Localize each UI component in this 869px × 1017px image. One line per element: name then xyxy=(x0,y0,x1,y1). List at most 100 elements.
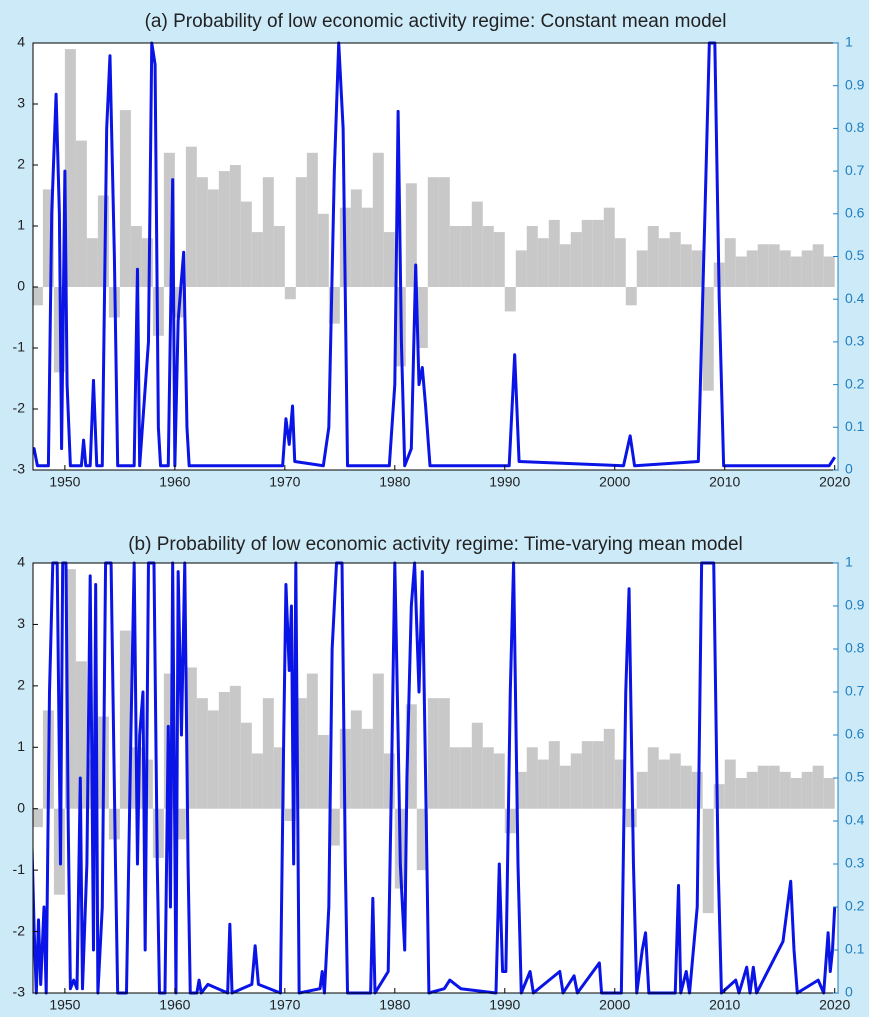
bar xyxy=(493,232,505,287)
bar xyxy=(119,110,131,287)
bar xyxy=(570,753,582,809)
bar xyxy=(735,778,747,809)
bar xyxy=(603,207,615,287)
bar xyxy=(306,673,318,809)
y2-tick-label: 0.1 xyxy=(845,418,865,434)
x-tick-label: 2000 xyxy=(599,474,630,490)
bar xyxy=(603,728,615,809)
bar xyxy=(537,238,549,287)
x-tick-label: 2010 xyxy=(709,474,740,490)
bar xyxy=(185,146,197,287)
y2-tick-label: 0.1 xyxy=(845,941,865,957)
bar xyxy=(141,238,153,287)
bar xyxy=(33,287,43,306)
y2-tick-label: 0.8 xyxy=(845,640,865,656)
bar xyxy=(372,673,384,809)
x-tick-label: 1990 xyxy=(489,474,520,490)
bar xyxy=(801,250,813,287)
bar xyxy=(262,698,274,809)
panel: (b) Probability of low economic activity… xyxy=(13,534,865,1013)
bar xyxy=(262,177,274,287)
bar xyxy=(515,771,527,809)
bar xyxy=(306,152,318,287)
bar xyxy=(174,808,186,840)
bar xyxy=(163,152,175,287)
bar xyxy=(691,250,703,287)
bar xyxy=(647,747,659,809)
chart-title: (a) Probability of low economic activity… xyxy=(145,11,727,32)
y-tick-label: -1 xyxy=(13,861,26,877)
x-tick-label: 2010 xyxy=(709,997,740,1013)
bar xyxy=(592,741,604,809)
bar xyxy=(669,232,681,287)
bar xyxy=(779,771,791,809)
bar xyxy=(636,771,648,809)
x-tick-label: 2020 xyxy=(819,474,850,490)
y-tick-label: -1 xyxy=(13,339,26,355)
x-tick-label: 1970 xyxy=(269,997,300,1013)
y2-tick-label: 0.6 xyxy=(845,205,865,221)
y2-tick-label: 0.9 xyxy=(845,597,865,613)
bar xyxy=(64,569,76,809)
bar xyxy=(746,250,758,287)
bar xyxy=(207,189,219,287)
bar xyxy=(284,287,296,300)
bar xyxy=(680,765,692,809)
bar xyxy=(548,219,560,287)
bar xyxy=(471,722,483,809)
bar xyxy=(768,244,780,287)
bar xyxy=(757,244,769,287)
bar xyxy=(273,226,285,287)
bar xyxy=(284,808,296,821)
bar xyxy=(218,171,230,287)
bar xyxy=(328,287,340,324)
bar xyxy=(559,244,571,287)
bar xyxy=(658,238,670,287)
y-tick-label: 2 xyxy=(17,677,25,693)
bar xyxy=(570,232,582,287)
y-tick-label: 0 xyxy=(17,799,25,815)
bar xyxy=(559,765,571,809)
bar xyxy=(702,287,714,391)
bar xyxy=(460,226,472,287)
bar xyxy=(526,747,538,809)
x-tick-label: 1980 xyxy=(379,474,410,490)
bar xyxy=(185,667,197,809)
bar xyxy=(790,778,802,809)
bar xyxy=(724,759,736,809)
bar xyxy=(614,759,626,809)
bar xyxy=(449,226,461,287)
bar xyxy=(196,698,208,809)
bar xyxy=(504,808,516,834)
bar xyxy=(427,698,439,809)
y-tick-label: 2 xyxy=(17,156,25,172)
bar xyxy=(405,183,417,287)
bar xyxy=(801,771,813,809)
bar xyxy=(669,753,681,809)
bar xyxy=(86,238,98,287)
y2-tick-label: 1 xyxy=(845,34,853,50)
bar xyxy=(735,256,747,287)
y2-tick-label: 0.3 xyxy=(845,855,865,871)
bar xyxy=(581,741,593,809)
bar xyxy=(614,238,626,287)
bar xyxy=(713,784,725,809)
y-tick-label: 3 xyxy=(17,615,25,631)
bar xyxy=(812,765,824,809)
bar xyxy=(658,759,670,809)
y2-tick-label: 0.2 xyxy=(845,375,865,391)
bar xyxy=(449,747,461,809)
bar xyxy=(537,759,549,809)
y2-tick-label: 0.8 xyxy=(845,119,865,135)
bar xyxy=(229,165,241,287)
bar xyxy=(427,177,439,287)
bar xyxy=(372,152,384,287)
bar xyxy=(64,49,76,287)
bar xyxy=(702,808,714,914)
y-tick-label: 0 xyxy=(17,278,25,294)
bar xyxy=(482,747,494,809)
x-tick-label: 1950 xyxy=(49,474,80,490)
bar xyxy=(768,765,780,809)
